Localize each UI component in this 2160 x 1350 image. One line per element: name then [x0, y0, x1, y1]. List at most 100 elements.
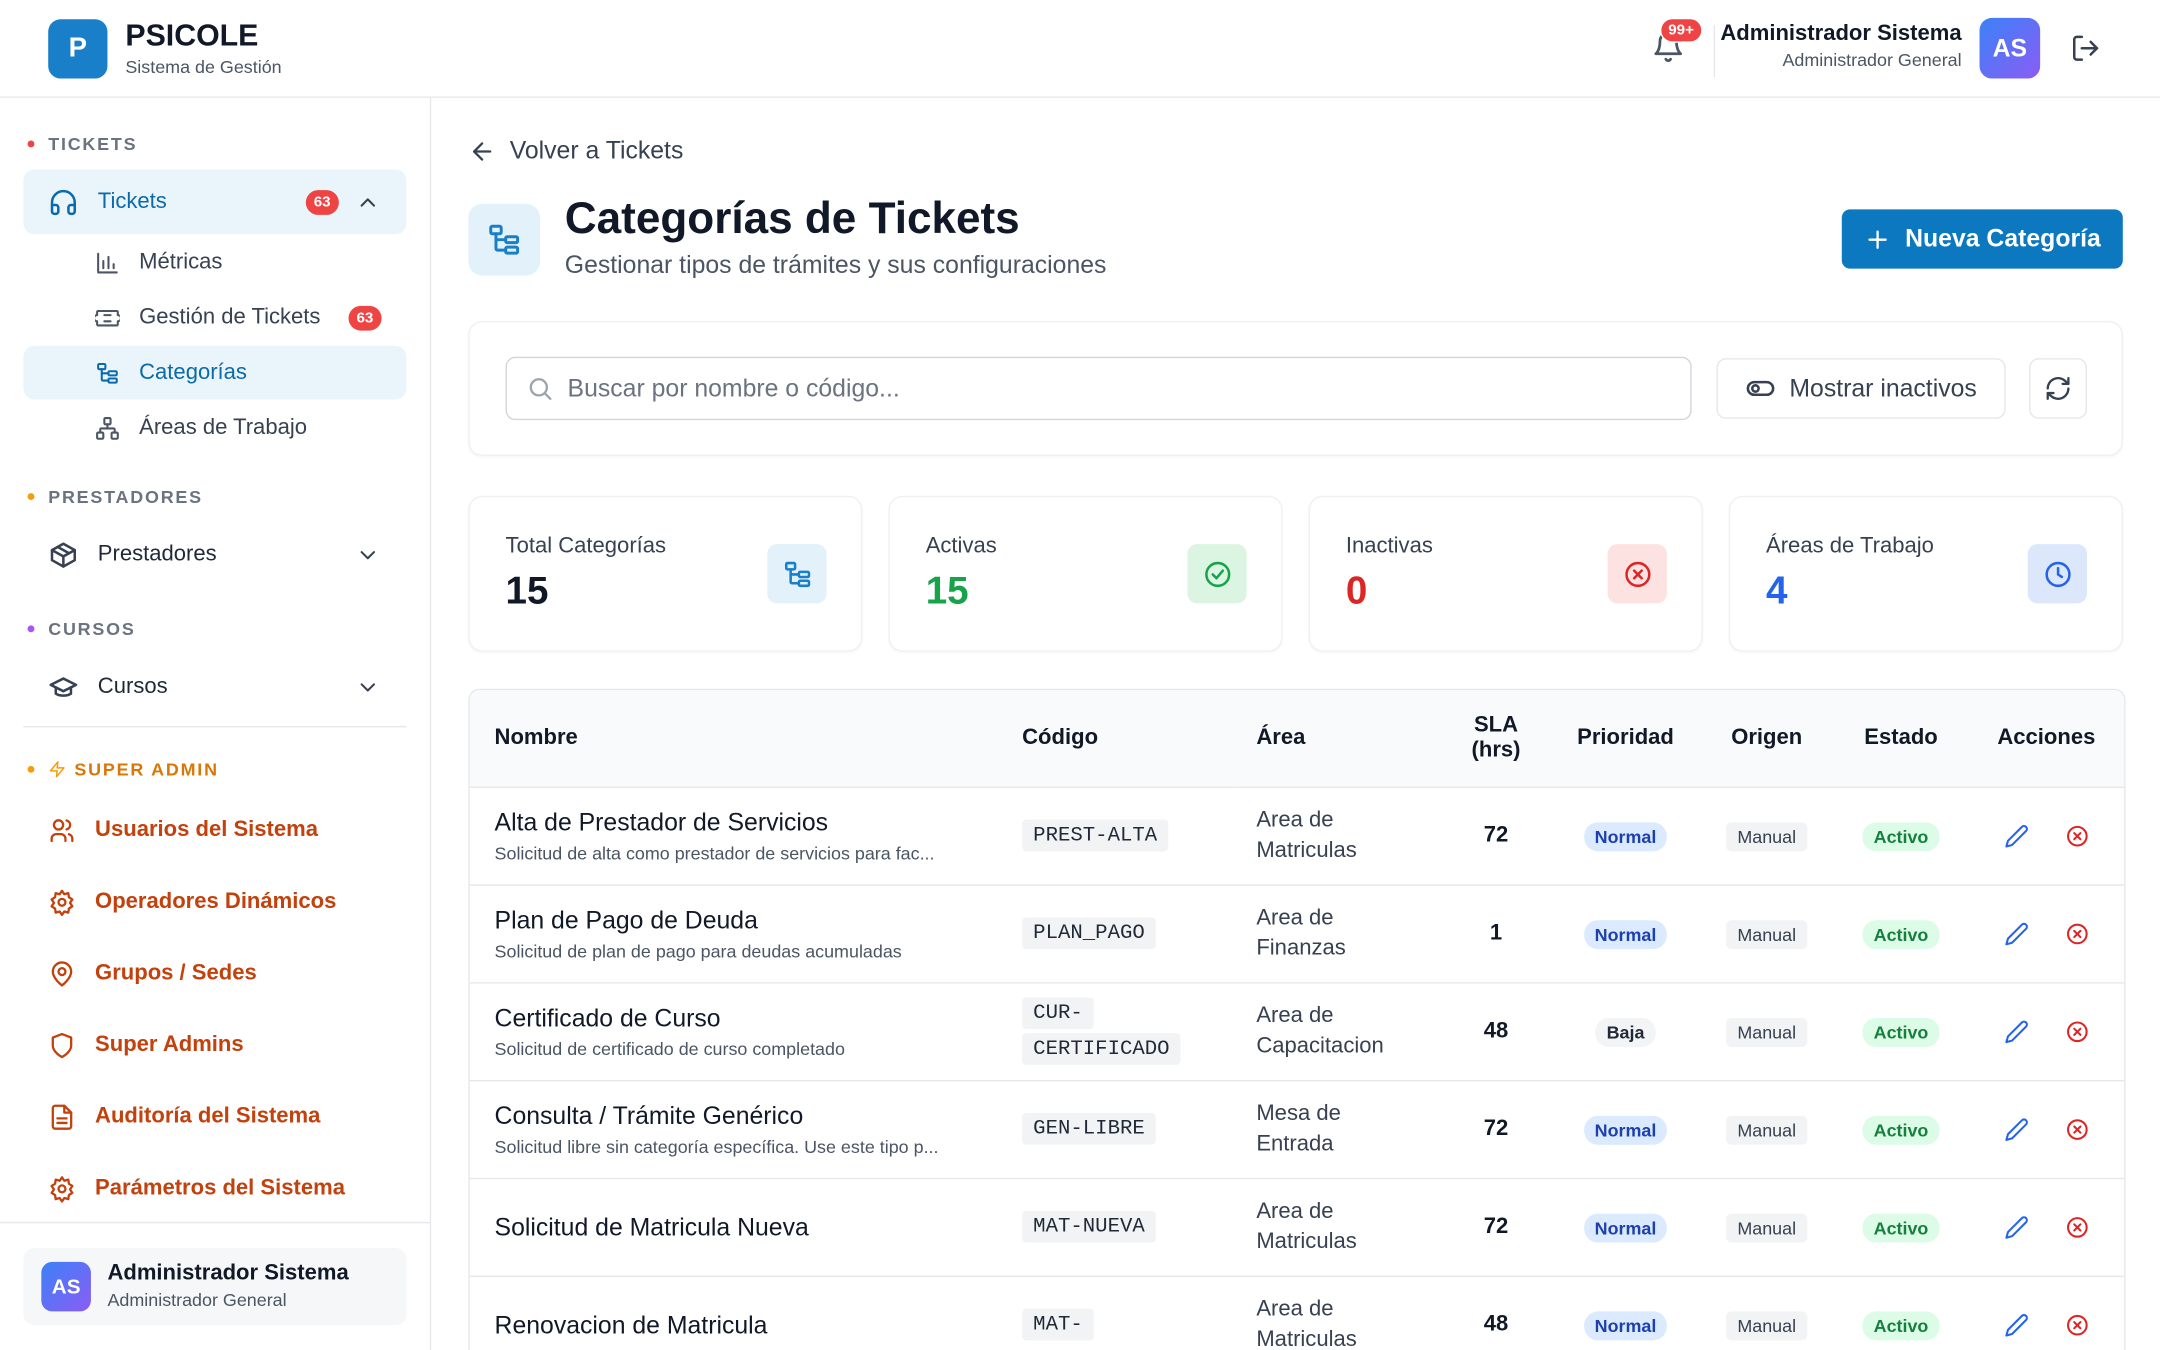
section-dot: [27, 139, 35, 147]
edit-button[interactable]: [2004, 1117, 2029, 1142]
nav-subitem[interactable]: Gestión de Tickets 63: [23, 291, 406, 345]
column-header: Área: [1234, 690, 1441, 788]
deactivate-button[interactable]: [2064, 824, 2089, 849]
priority-badge: Normal: [1583, 1115, 1668, 1145]
deactivate-button[interactable]: [2064, 1019, 2089, 1044]
chevron[interactable]: [355, 542, 380, 567]
status-badge: Activo: [1862, 1115, 1940, 1145]
area-cell: Area de Matriculas: [1234, 787, 1441, 886]
nav-item[interactable]: Tickets 63: [23, 169, 407, 235]
area-name: Area de Matriculas: [1256, 1297, 1357, 1350]
nav-label: Auditoría del Sistema: [95, 1104, 321, 1129]
edit-button[interactable]: [2004, 1215, 2029, 1240]
stat-value: 15: [505, 568, 549, 612]
sla-value: 48: [1483, 1312, 1509, 1337]
search-input[interactable]: Buscar por nombre o código...: [505, 356, 1692, 421]
back-link[interactable]: Volver a Tickets: [468, 136, 683, 165]
nav-item[interactable]: Super Admins: [23, 1010, 406, 1082]
chevron[interactable]: [355, 674, 380, 699]
actions: [1969, 1117, 2125, 1142]
area-cell: Area de Matriculas: [1234, 1276, 1441, 1350]
actions-cell: [1968, 885, 2125, 984]
actions: [1969, 824, 2125, 849]
categories-table: Nombre Código Área SLA (hrs) Prioridad Origen…: [469, 690, 2125, 1350]
nav-icon: [48, 187, 78, 217]
toggle-inactive[interactable]: Mostrar inactivos: [1716, 358, 2006, 419]
logout-button[interactable]: [2070, 33, 2100, 63]
avatar[interactable]: AS: [1979, 17, 2041, 79]
section-label: PRESTADORES: [48, 485, 203, 507]
status-badge: Activo: [1862, 821, 1940, 851]
deactivate-button[interactable]: [2064, 1313, 2089, 1338]
nav-item[interactable]: Operadores Dinámicos: [23, 866, 406, 938]
stat-icon: [1187, 544, 1247, 604]
actions-cell: [1968, 1276, 2125, 1350]
icon: [1202, 559, 1232, 589]
section-title: SUPER ADMIN: [23, 755, 406, 783]
category-code: GEN-LIBRE: [1022, 1113, 1156, 1145]
nav-item[interactable]: Cursos: [23, 654, 406, 719]
nav-item[interactable]: Parámetros del Sistema: [23, 1153, 406, 1225]
logo[interactable]: P: [48, 19, 108, 79]
nav-item[interactable]: Auditoría del Sistema: [23, 1081, 406, 1153]
edit-button[interactable]: [2004, 824, 2029, 849]
nav-item[interactable]: Grupos / Sedes: [23, 938, 406, 1010]
deactivate-button[interactable]: [2064, 922, 2089, 947]
nav-icon: [95, 250, 120, 275]
user-info: Administrador Sistema Administrador Gene…: [1720, 22, 1961, 70]
user-role: Administrador General: [107, 1289, 287, 1311]
avatar: AS: [41, 1261, 91, 1312]
category-name: Consulta / Trámite Genérico: [494, 1102, 804, 1130]
actions-cell: [1968, 787, 2125, 886]
nav-subitem[interactable]: Áreas de Trabajo: [23, 401, 406, 455]
area-name: Area de Matriculas: [1256, 808, 1357, 863]
code-cell: PREST-ALTA: [1000, 787, 1235, 886]
status-badge: Activo: [1862, 1017, 1940, 1047]
name-cell: Certificado de Curso Solicitud de certifi…: [469, 982, 1001, 1082]
brand: PSICOLE: [125, 17, 259, 53]
actions-cell: [1968, 1080, 2125, 1180]
origin-cell: Manual: [1699, 1276, 1834, 1350]
deactivate-button[interactable]: [2064, 1215, 2089, 1240]
name-cell: Solicitud de Matricula Nueva: [469, 1178, 1001, 1277]
deactivate-button[interactable]: [2064, 1117, 2089, 1142]
nav-label: Operadores Dinámicos: [95, 889, 337, 914]
page-title: Categorías de Tickets: [564, 192, 1020, 243]
priority-cell: Normal: [1551, 1080, 1700, 1180]
name-cell: Plan de Pago de Deuda Solicitud de plan d…: [469, 885, 1001, 984]
table-row: Certificado de Curso Solicitud de certifi…: [469, 982, 2125, 1082]
table-row: Plan de Pago de Deuda Solicitud de plan d…: [469, 885, 2125, 984]
sla-cell: 72: [1440, 1178, 1552, 1277]
refresh-button[interactable]: [2029, 358, 2087, 419]
edit-button[interactable]: [2004, 1313, 2029, 1338]
nav-subitem[interactable]: Métricas: [23, 236, 406, 290]
priority-badge: Normal: [1583, 919, 1668, 949]
status-cell: Activo: [1833, 982, 1969, 1082]
column-header: Origen: [1699, 690, 1834, 788]
chevron[interactable]: [355, 189, 380, 214]
nav-icon: [48, 817, 76, 845]
edit-button[interactable]: [2004, 1019, 2029, 1044]
priority-cell: Normal: [1551, 1276, 1700, 1350]
actions: [1969, 922, 2125, 947]
nav-subitem[interactable]: Categorías: [23, 345, 407, 400]
nav-icon: [48, 889, 76, 917]
edit-button[interactable]: [2004, 922, 2029, 947]
nav-item[interactable]: Prestadores: [23, 522, 406, 587]
status-badge: Activo: [1862, 919, 1940, 949]
priority-badge: Normal: [1583, 1212, 1668, 1242]
new-category-button[interactable]: Nueva Categoría: [1841, 209, 2123, 269]
nav-label: Cursos: [97, 674, 168, 698]
icon: [2042, 559, 2072, 589]
nav-label: Gestión de Tickets: [139, 305, 321, 329]
nav-item[interactable]: Usuarios del Sistema: [23, 795, 406, 867]
toggle-icon: [1745, 373, 1775, 403]
user-card[interactable]: AS Administrador Sistema Administrador G…: [23, 1248, 407, 1326]
section-title: CURSOS: [23, 614, 406, 642]
actions: [1969, 1313, 2125, 1338]
origin-cell: Manual: [1699, 787, 1834, 886]
category-description: Solicitud de plan de pago para deudas ac…: [494, 940, 902, 962]
nav-label: Áreas de Trabajo: [139, 415, 308, 439]
sla-value: 1: [1489, 921, 1503, 945]
